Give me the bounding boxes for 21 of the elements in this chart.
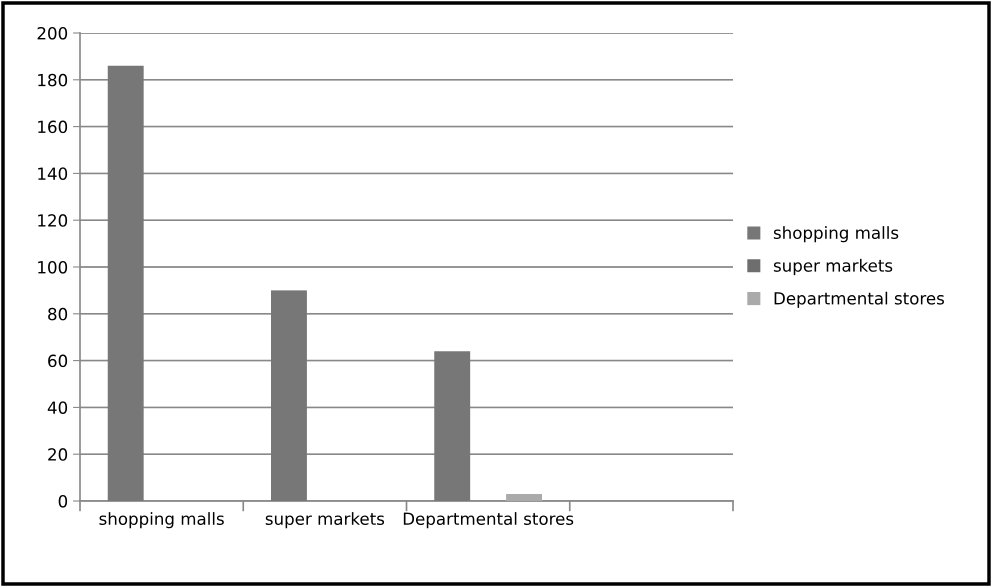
y-tick-label: 80: [48, 308, 68, 320]
y-tick-label: 140: [38, 167, 68, 180]
y-tick-label: 160: [38, 120, 68, 134]
y-tick-label: 20: [48, 448, 68, 461]
y-tick-label: 200: [38, 26, 68, 40]
bar: [506, 494, 542, 501]
x-tick-label: shopping malls: [99, 512, 224, 528]
bar: [271, 290, 307, 501]
bar: [108, 66, 144, 501]
legend-label: super markets: [774, 258, 892, 276]
legend-label: shopping malls: [774, 226, 898, 242]
y-tick-label: 0: [58, 494, 68, 508]
y-tick-label: 40: [48, 401, 68, 414]
y-tick-label: 60: [48, 354, 68, 368]
bar: [434, 351, 470, 501]
legend-label: Departmental stores: [774, 292, 944, 308]
y-tick-label: 120: [38, 214, 68, 227]
x-tick-label: super markets: [266, 512, 384, 528]
y-tick-label: 180: [38, 74, 68, 86]
y-tick-label: 100: [38, 260, 68, 274]
x-tick-label: Departmental stores: [404, 512, 574, 528]
